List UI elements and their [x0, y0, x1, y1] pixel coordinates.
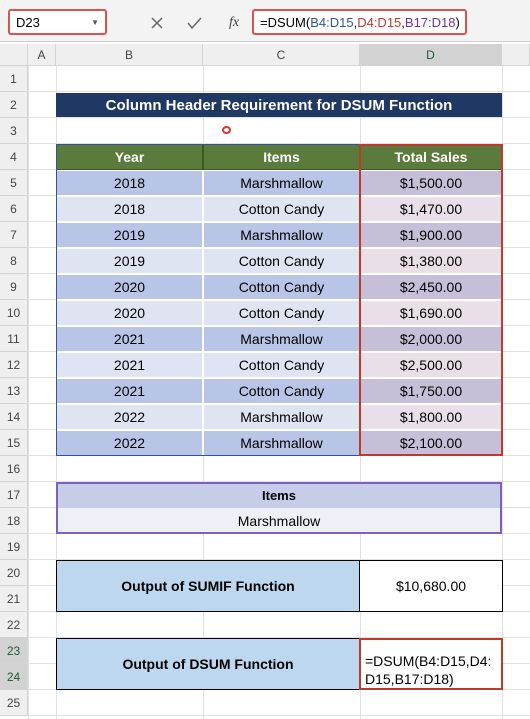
column-header: D: [360, 44, 502, 66]
formula-part: ,: [401, 14, 405, 30]
criteria-header: Items: [56, 482, 502, 508]
table-cell: $2,000.00: [360, 326, 502, 352]
table-cell: $1,470.00: [360, 196, 502, 222]
row-header: 25: [0, 690, 28, 716]
column-header: A: [28, 44, 56, 66]
grid-v: [28, 66, 29, 719]
grid-h: [28, 637, 530, 638]
row-header: 2: [0, 92, 28, 118]
table-cell: $1,900.00: [360, 222, 502, 248]
row-header: 10: [0, 300, 28, 326]
formula-part: B17:D18: [404, 14, 456, 30]
formula-part: =DSUM(: [260, 14, 311, 30]
row-header: 9: [0, 274, 28, 300]
formula-part: ,: [353, 14, 358, 30]
title: Column Header Requirement for DSUM Funct…: [56, 93, 502, 117]
table-cell: Cotton Candy: [203, 300, 360, 326]
table-cell: $1,690.00: [360, 300, 502, 326]
range-highlight: [56, 144, 361, 456]
output-value: =DSUM(B4:D15,D4:D15,B17:D18): [359, 638, 503, 690]
formula-part: B4:D15: [310, 14, 354, 30]
table-cell: 2022: [56, 430, 203, 456]
table-cell: Cotton Candy: [203, 248, 360, 274]
table-cell: Cotton Candy: [203, 352, 360, 378]
name-box-text: D23: [16, 14, 40, 30]
enter-icon[interactable]: [187, 17, 202, 30]
row-header: 15: [0, 430, 28, 456]
row-header: 8: [0, 248, 28, 274]
grid-h: [28, 117, 530, 118]
table-cell: 2021: [56, 378, 203, 404]
column-header: C: [203, 44, 360, 66]
column-header: B: [56, 44, 203, 66]
table-header: Total Sales: [360, 144, 502, 170]
output-label: Output of DSUM Function: [56, 638, 360, 690]
row-header: 22: [0, 612, 28, 638]
row-header: 4: [0, 144, 28, 170]
grid-h: [28, 481, 530, 482]
corner: [0, 44, 28, 66]
table-cell: 2018: [56, 196, 203, 222]
table-cell: 2022: [56, 404, 203, 430]
table-cell: $2,100.00: [360, 430, 502, 456]
table-cell: 2019: [56, 222, 203, 248]
column-header: [502, 44, 530, 66]
row-header: 16: [0, 456, 28, 482]
fx-button[interactable]: fx: [228, 15, 240, 30]
formula-bar[interactable]: =DSUM(B4:D15, D4:D15, B17:D18): [252, 9, 467, 35]
marker: [222, 126, 231, 134]
grid-h: [28, 143, 530, 144]
row-header: 13: [0, 378, 28, 404]
table-cell: $2,500.00: [360, 352, 502, 378]
table-cell: $1,500.00: [360, 170, 502, 196]
row-header: 14: [0, 404, 28, 430]
table-cell: 2020: [56, 300, 203, 326]
row-header: 21: [0, 586, 28, 612]
formula-icons: [151, 17, 202, 30]
table-cell: Marshmallow: [203, 170, 360, 196]
table-cell: Cotton Candy: [203, 378, 360, 404]
row-header: 5: [0, 170, 28, 196]
formula-part: ): [455, 14, 460, 30]
row-header: 1: [0, 66, 28, 92]
row-header: 24: [0, 664, 28, 690]
grid-h: [28, 715, 530, 716]
row-header: 11: [0, 326, 28, 352]
grid-h: [28, 559, 530, 560]
row-header: 3: [0, 118, 28, 144]
row-header: 7: [0, 222, 28, 248]
table-cell: $2,450.00: [360, 274, 502, 300]
row-header: 19: [0, 534, 28, 560]
grid-h: [28, 91, 530, 92]
table-cell: 2021: [56, 326, 203, 352]
table-cell: Marshmallow: [203, 222, 360, 248]
row-header: 18: [0, 508, 28, 534]
table-header: Year: [56, 144, 203, 170]
criteria-value: Marshmallow: [56, 508, 502, 534]
name-box[interactable]: D23 ▼: [8, 9, 107, 35]
output-value: $10,680.00: [359, 560, 503, 612]
cancel-icon[interactable]: [151, 17, 163, 29]
table-cell: Cotton Candy: [203, 274, 360, 300]
table-cell: $1,800.00: [360, 404, 502, 430]
row-header: 20: [0, 560, 28, 586]
table-cell: Cotton Candy: [203, 196, 360, 222]
table-cell: 2020: [56, 274, 203, 300]
formula-part: D4:D15: [357, 14, 402, 30]
row-header: 12: [0, 352, 28, 378]
row-header: 23: [0, 638, 28, 664]
row-header: 6: [0, 196, 28, 222]
table-cell: 2019: [56, 248, 203, 274]
table-cell: $1,750.00: [360, 378, 502, 404]
table-cell: 2021: [56, 352, 203, 378]
table-cell: Marshmallow: [203, 326, 360, 352]
output-label: Output of SUMIF Function: [56, 560, 360, 612]
table-cell: Marshmallow: [203, 404, 360, 430]
row-header: 17: [0, 482, 28, 508]
range-highlight: [56, 482, 502, 534]
range-highlight: [359, 144, 503, 456]
